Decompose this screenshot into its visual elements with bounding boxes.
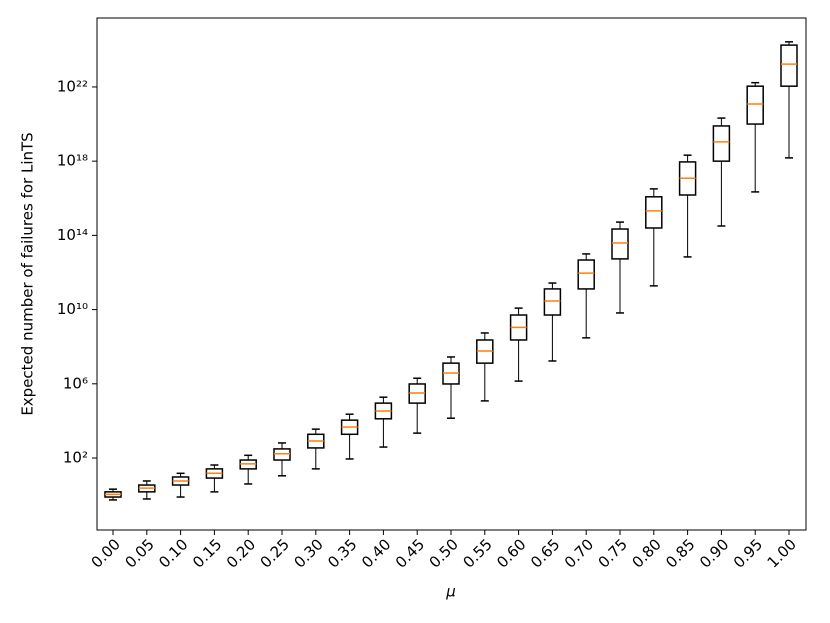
box [577, 259, 595, 290]
x-tick-label: 0.75 [595, 535, 631, 571]
x-tick-label: 0.10 [155, 535, 191, 571]
x-tick-label: 0.85 [662, 535, 698, 571]
x-tick-label: 0.20 [223, 535, 259, 571]
box [645, 196, 663, 229]
x-tick-label: 0.70 [561, 535, 597, 571]
x-tick-label: 0.35 [324, 535, 360, 571]
x-tick-label: 0.55 [459, 535, 495, 571]
y-tick-label: 10²² [57, 77, 88, 95]
box [780, 44, 798, 87]
box [543, 288, 562, 316]
x-tick-label: 0.05 [121, 535, 157, 571]
x-tick-label: 0.65 [527, 535, 563, 571]
box [746, 85, 764, 125]
x-tick-label: 1.00 [764, 535, 800, 571]
y-axis-label: Expected number of failures for LinTS [19, 132, 37, 415]
y-tick-label: 10² [63, 449, 88, 467]
y-tick-label: 10¹⁰ [57, 300, 88, 318]
x-tick-label: 0.00 [88, 535, 124, 571]
x-tick-label: 0.25 [257, 535, 293, 571]
x-tick-label: 0.95 [730, 535, 766, 571]
x-tick-label: 0.80 [628, 535, 664, 571]
x-tick-label: 0.50 [426, 535, 462, 571]
x-tick-label: 0.45 [392, 535, 428, 571]
box [712, 125, 731, 162]
x-tick-label: 0.40 [358, 535, 394, 571]
x-tick-label: 0.60 [493, 535, 529, 571]
y-tick-label: 10¹⁸ [57, 152, 88, 170]
y-tick-label: 10⁶ [63, 374, 88, 392]
x-tick-label: 0.90 [696, 535, 732, 571]
x-tick-label: 0.15 [189, 535, 225, 571]
x-tick-label: 0.30 [290, 535, 326, 571]
plot-frame [96, 17, 807, 531]
box [611, 228, 629, 260]
y-tick-label: 10¹⁴ [57, 226, 88, 244]
x-axis-label: μ [445, 583, 456, 601]
